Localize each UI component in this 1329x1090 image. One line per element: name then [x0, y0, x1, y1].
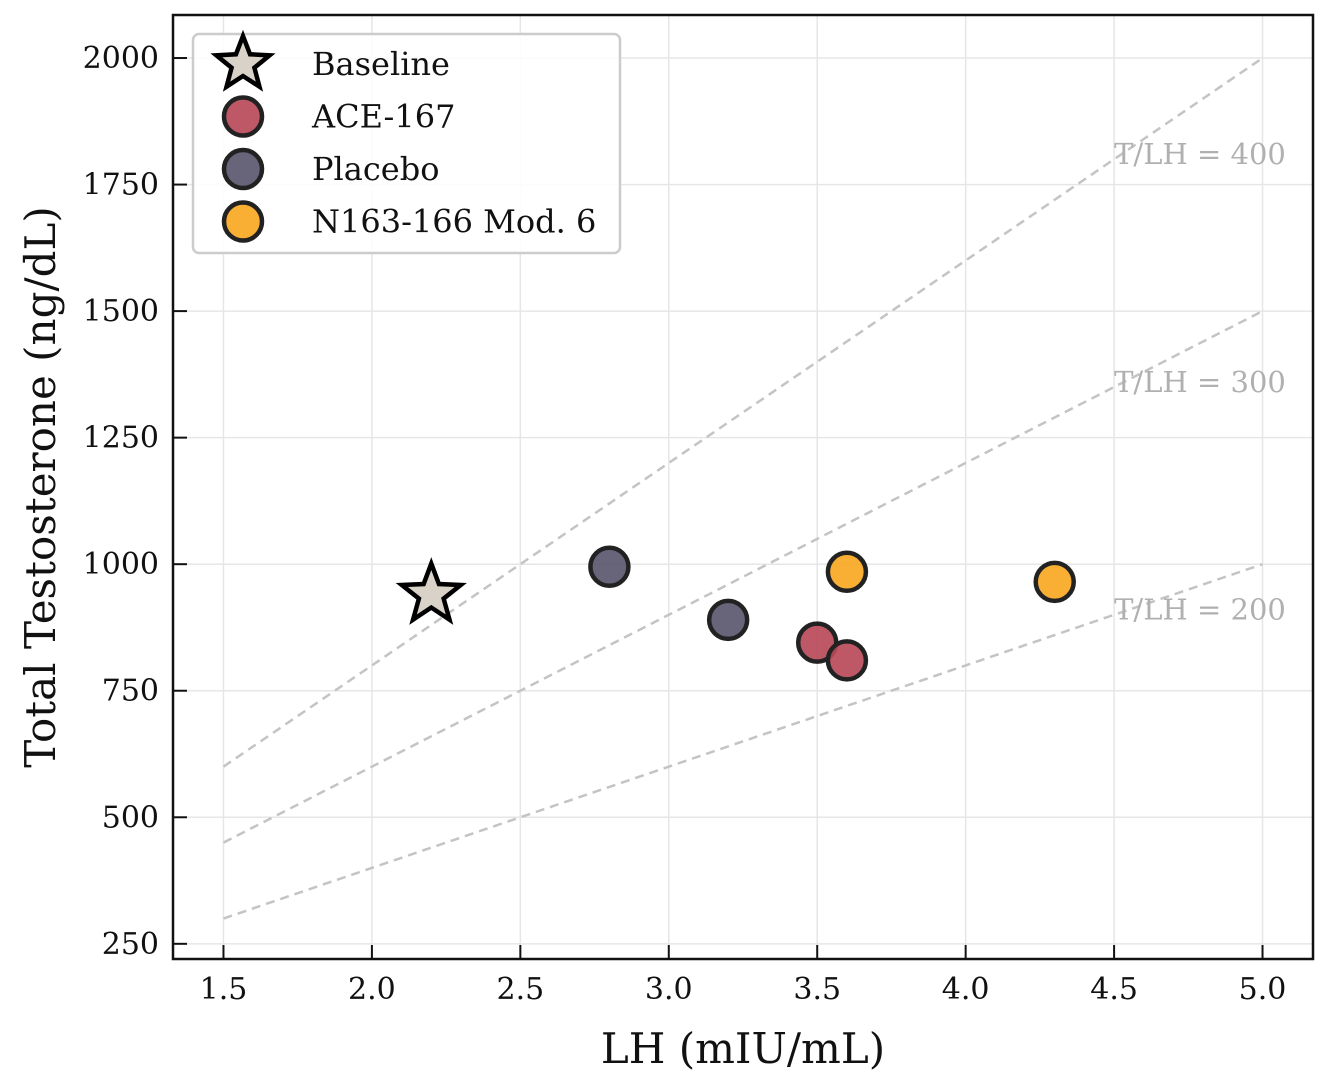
x-tick-label: 3.5	[793, 972, 841, 1007]
legend: Baseline ACE-167 Placebo N163-166 Mod. 6	[191, 29, 622, 255]
x-axis-title: LH (mIU/mL)	[601, 1024, 885, 1073]
data-points	[395, 545, 1076, 682]
legend-circle-marker	[221, 147, 265, 191]
x-tick-label: 4.0	[942, 972, 990, 1007]
data-point	[825, 639, 869, 682]
data-point	[1033, 560, 1076, 604]
y-tick-label: 1250	[83, 421, 159, 456]
data-point	[825, 550, 869, 594]
y-tick-label: 1500	[83, 294, 159, 329]
reference-line-label: T/LH = 200	[1114, 593, 1286, 627]
reference-lines: T/LH = 400 T/LH = 300 T/LH = 200	[222, 56, 1286, 920]
legend-label: N163-166 Mod. 6	[312, 203, 596, 241]
x-tick-label: 5.0	[1239, 972, 1287, 1007]
reference-line-label: T/LH = 300	[1114, 365, 1286, 399]
plot-frame	[171, 13, 1315, 961]
x-tick-label: 2.5	[496, 972, 544, 1007]
y-tick-label: 500	[102, 800, 159, 835]
x-tick-label: 2.0	[348, 972, 396, 1007]
y-tick-label: 2000	[83, 41, 159, 76]
data-point	[706, 598, 750, 642]
legend-star-marker	[210, 29, 276, 92]
reference-line-label: T/LH = 400	[1114, 137, 1286, 171]
x-tick-label: 3.0	[645, 972, 693, 1007]
x-tick-label: 4.5	[1090, 972, 1138, 1007]
y-tick-label: 1750	[83, 168, 159, 203]
y-axis-title: Total Testosterone (ng/dL)	[16, 206, 65, 768]
legend-circle-marker	[221, 95, 265, 138]
legend-label: Baseline	[312, 45, 450, 83]
legend-circle-marker	[221, 200, 265, 243]
y-tick-label: 250	[102, 927, 159, 962]
legend-label: ACE-167	[311, 98, 455, 136]
axis-ticks: 1.5 2.0 2.5 3.0 3.5 4.0 4.5 5.0 250 500 750 1000 125…	[83, 41, 1287, 1007]
baseline-star-point	[395, 557, 467, 625]
y-tick-label: 1000	[83, 547, 159, 582]
data-point	[588, 545, 631, 588]
y-tick-label: 750	[102, 674, 159, 709]
legend-box	[191, 32, 622, 255]
reference-line	[223, 563, 1263, 920]
grid	[173, 15, 1313, 959]
x-tick-label: 1.5	[200, 972, 248, 1007]
reference-line	[222, 309, 1264, 844]
legend-label: Placebo	[312, 150, 439, 188]
